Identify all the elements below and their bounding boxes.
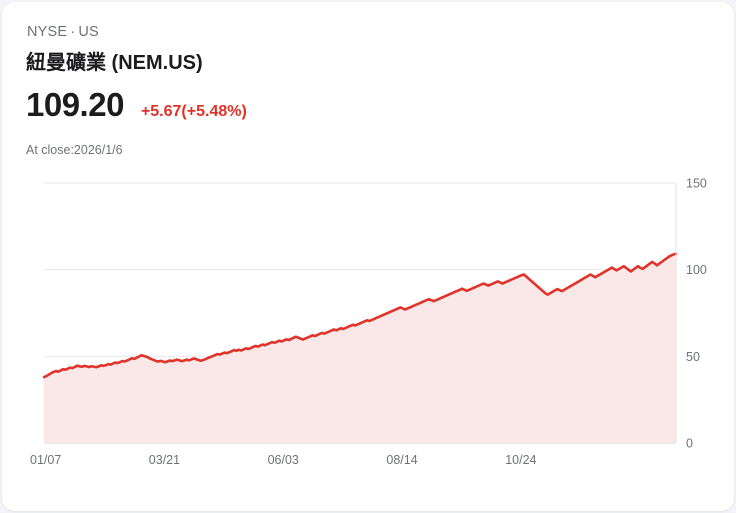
y-axis-tick-label: 150 bbox=[686, 177, 707, 191]
exchange-info: NYSE · US bbox=[27, 24, 99, 40]
price-chart-svg[interactable]: 0 50 100 150 01/07 03/21 06/03 08/14 10/24 bbox=[2, 162, 734, 482]
exchange-name: NYSE bbox=[27, 24, 68, 40]
y-axis-tick-label: 50 bbox=[686, 350, 700, 364]
y-axis-labels: 0 50 100 150 bbox=[686, 177, 707, 451]
x-axis-tick-label: 06/03 bbox=[268, 453, 299, 467]
price-area-fill bbox=[44, 253, 676, 443]
x-axis-labels: 01/07 03/21 06/03 08/14 10/24 bbox=[30, 453, 537, 467]
price-line bbox=[42, 252, 678, 379]
exchange-separator: · bbox=[70, 24, 76, 40]
x-axis-tick-label: 10/24 bbox=[505, 453, 536, 467]
page-title: 紐曼礦業 (NEM.US) bbox=[26, 52, 203, 74]
price-chart[interactable]: 0 50 100 150 01/07 03/21 06/03 08/14 10/24 bbox=[2, 162, 734, 482]
market-status: At close:2026/1/6 bbox=[26, 143, 123, 157]
y-axis-tick-label: 0 bbox=[686, 437, 693, 451]
country-code: US bbox=[78, 24, 99, 40]
y-axis-tick-label: 100 bbox=[686, 263, 707, 277]
x-axis-tick-label: 03/21 bbox=[149, 453, 180, 467]
x-axis-tick-label: 01/07 bbox=[30, 453, 61, 467]
current-price: 109.20 bbox=[26, 86, 124, 123]
x-axis-tick-label: 08/14 bbox=[386, 453, 417, 467]
price-row: 109.20 +5.67(+5.48%) bbox=[26, 86, 247, 124]
price-change: +5.67(+5.48%) bbox=[140, 103, 247, 120]
